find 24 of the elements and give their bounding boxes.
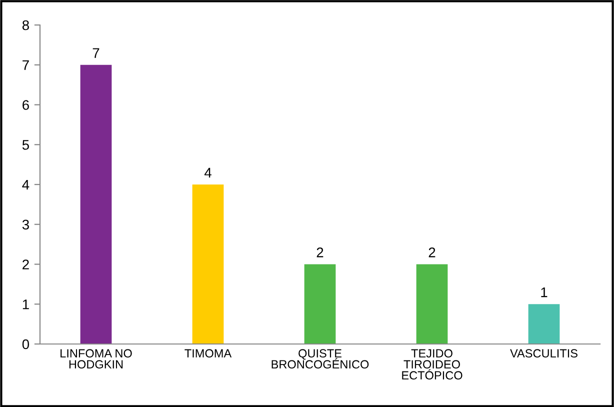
data-label: 1 <box>541 288 548 298</box>
bar <box>416 264 448 344</box>
data-label: 7 <box>92 48 100 58</box>
bar <box>192 184 224 344</box>
bar <box>80 64 112 344</box>
x-tick-label: QUISTE BRONCOGÉNICO <box>272 349 369 369</box>
bar <box>304 264 336 344</box>
y-tick-label: 0 <box>22 339 30 350</box>
data-label: 2 <box>428 248 436 258</box>
y-tick-label: 8 <box>22 20 29 30</box>
y-tick-label: 4 <box>22 180 30 190</box>
x-tick-label: VASCULITIS <box>510 349 578 358</box>
data-label: 2 <box>316 248 324 258</box>
y-tick-label: 2 <box>22 260 29 270</box>
y-tick-label: 5 <box>22 140 29 150</box>
y-tick-label: 6 <box>22 100 29 110</box>
data-label: 4 <box>204 168 212 178</box>
x-tick-label: TEJIDO TIROIDEO ECTÓPICO <box>402 349 462 380</box>
x-tick-label: TIMOMA <box>184 349 232 358</box>
x-tick-label: LINFOMA NO HODGKIN <box>60 349 132 369</box>
y-tick-label: 7 <box>22 60 29 70</box>
bar <box>528 304 560 344</box>
y-tick-label: 1 <box>22 300 29 310</box>
y-tick-label: 3 <box>22 220 29 230</box>
